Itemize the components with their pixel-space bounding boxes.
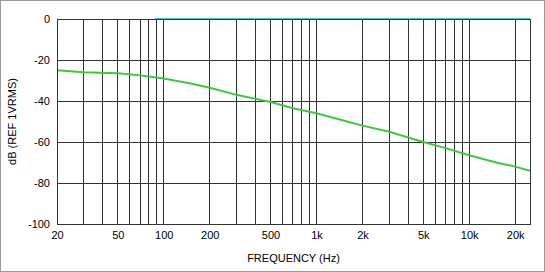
grid-line [423,19,424,224]
x-axis: 20 50 100 200 500 1k 2k 5k 10k 20k [51,224,530,241]
grid-line [57,183,530,184]
x-tick: 1k [311,224,323,241]
grid-line-minor [469,19,470,224]
y-tick: -40 [34,95,57,107]
grid-line-minor [462,19,463,224]
grid-line-minor [316,19,317,224]
x-tick-label: 2k [357,229,369,241]
grid-line [362,19,363,224]
series-line [57,70,530,170]
y-axis: -100 -80 -60 -40 -20 0 [28,13,58,230]
x-tick-label: 500 [262,229,280,241]
plot: 20 50 100 200 500 1k 2k 5k 10k 20k -100 -80 -60 -40 -2… [28,13,531,241]
y-tick: 0 [44,13,57,25]
x-tick: 10k [461,224,479,241]
grid-line-minor [117,19,118,224]
x-tick: 5k [418,224,430,241]
grid-line-minor [209,19,210,224]
grid-line-minor [454,19,455,224]
y-tick: -60 [34,136,57,148]
x-tick-label: 10k [461,229,479,241]
grid-line [209,19,210,224]
x-tick: 20 [51,224,63,241]
grid-line [57,101,530,102]
grid-line [515,19,516,224]
grid-line-minor [148,19,149,224]
grid [57,19,530,224]
x-axis-line [58,224,531,225]
grid-line [469,19,470,224]
grid-line-minor [140,19,141,224]
x-axis-title: FREQUENCY (Hz) [247,252,340,264]
grid-line-minor [163,19,164,224]
y-tick-label: -20 [34,54,50,66]
grid-line-minor [292,19,293,224]
grid-line-minor [270,19,271,224]
grid-line-minor [389,19,390,224]
grid-line [57,142,530,143]
grid-line-minor [435,19,436,224]
x-tick-label: 20k [507,229,525,241]
x-tick-label: 1k [311,229,323,241]
grid-line-minor [445,19,446,224]
x-tick-label: 100 [155,229,173,241]
grid-line [163,19,164,224]
x-tick: 2k [357,224,369,241]
x-tick: 100 [155,224,173,241]
x-tick-label: 5k [418,229,430,241]
y-tick-label: -60 [34,136,50,148]
grid-line-minor [423,19,424,224]
x-tick: 200 [201,224,219,241]
series-group [57,19,530,171]
background [1,1,545,272]
x-tick-label: 200 [201,229,219,241]
grid-line-minor [362,19,363,224]
grid-line-minor [83,19,84,224]
grid-line-minor [236,19,237,224]
y-tick: -80 [34,177,57,189]
grid-line-minor [282,19,283,224]
grid-line-minor [255,19,256,224]
x-tick: 20k [507,224,525,241]
y-axis-title: dB (REF 1VRMS) [6,78,18,165]
chart: 20 50 100 200 500 1k 2k 5k 10k 20k -100 -80 -60 -40 -2… [0,0,545,272]
grid-line [57,60,530,61]
grid-line-minor [156,19,157,224]
grid-line-minor [129,19,130,224]
grid-line-minor [301,19,302,224]
y-tick-label: -40 [34,95,50,107]
x-tick: 500 [262,224,280,241]
y-tick-label: -80 [34,177,50,189]
grid-line-minor [102,19,103,224]
y-tick-label: -100 [28,218,50,230]
plot-frame [57,19,530,224]
x-tick: 50 [112,224,124,241]
grid-line [316,19,317,224]
y-tick: -100 [28,218,57,230]
grid-line [117,19,118,224]
grid-line [270,19,271,224]
grid-line-minor [309,19,310,224]
x-tick-label: 20 [51,229,63,241]
grid-line-minor [408,19,409,224]
y-tick: -20 [34,54,57,66]
y-axis-line [57,20,58,225]
y-tick-label: 0 [44,13,50,25]
x-tick-label: 50 [112,229,124,241]
grid-line-minor [515,19,516,224]
